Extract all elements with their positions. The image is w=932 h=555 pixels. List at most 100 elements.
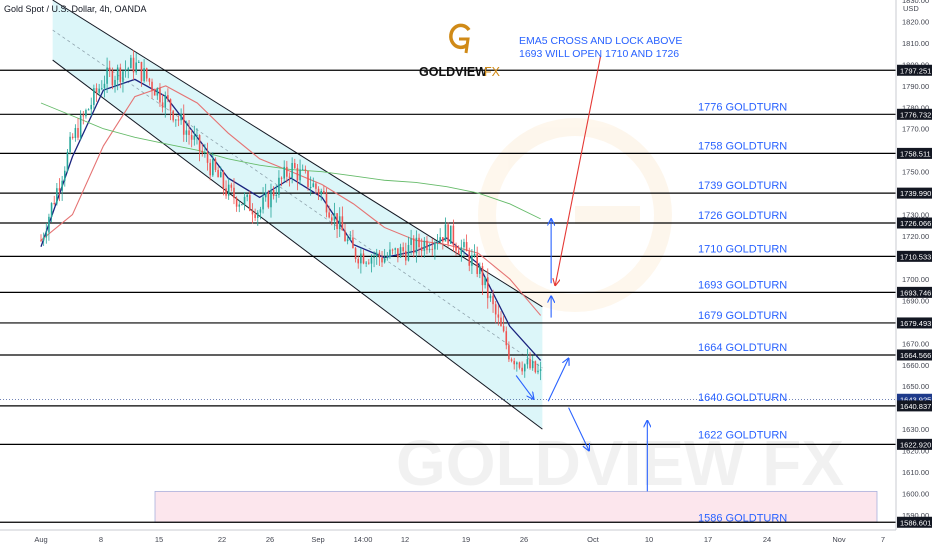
candle-body <box>497 314 500 318</box>
price-tag-bg-11 <box>897 438 932 450</box>
candle-body <box>82 115 85 117</box>
candle-body <box>201 150 204 153</box>
candle-body <box>50 203 53 217</box>
candle-body <box>455 245 457 251</box>
candle-body <box>278 177 280 195</box>
logo-text: GOLDVIEW <box>419 65 487 79</box>
candle-body <box>508 345 510 360</box>
candle-body <box>66 151 69 171</box>
candle-body <box>114 79 116 86</box>
candle-body <box>397 248 399 258</box>
candle-body <box>516 362 518 365</box>
candle-body <box>42 237 45 241</box>
candle-body <box>362 253 365 264</box>
candle-body <box>56 188 58 204</box>
projection-arrow-2 <box>568 407 589 451</box>
candle-body <box>513 360 515 365</box>
candle-body <box>185 130 188 135</box>
price-tag-bg-8 <box>897 349 932 361</box>
price-tick-label-13: 1730.00 <box>902 211 929 220</box>
candle-body <box>193 135 196 140</box>
candle-body <box>254 214 256 218</box>
candle-body <box>476 253 478 274</box>
candle-body <box>399 247 402 258</box>
candle-body <box>502 326 505 332</box>
price-tag-label-1: 1776.732 <box>900 110 931 119</box>
level-label-9: 1640 GOLDTURN <box>698 392 787 404</box>
candle-body <box>74 128 77 138</box>
candle-body <box>53 203 56 205</box>
candle-body <box>275 194 278 196</box>
candle-body <box>383 258 386 263</box>
candle-body <box>267 192 270 208</box>
candle-body <box>87 109 90 111</box>
candle-body <box>127 68 130 70</box>
candle-body <box>235 198 238 207</box>
watermark-text: GOLDVIEW FX <box>396 427 844 499</box>
candle-body <box>460 247 463 255</box>
candle-body <box>346 239 349 242</box>
candle-body <box>286 166 288 177</box>
candle-body <box>336 213 338 230</box>
channel-lower-line <box>52 59 543 430</box>
candle-body <box>436 241 439 243</box>
projection-arrows <box>515 55 647 492</box>
price-tags: 1797.251 1776.732 1758.511 1739.990 1726.066… <box>897 64 932 528</box>
price-tag-bg-5 <box>897 250 932 262</box>
candle-body <box>119 67 122 82</box>
candle-body <box>539 369 542 371</box>
time-tick-label-7: 12 <box>401 535 409 544</box>
candle-body <box>148 78 151 82</box>
candle-body <box>130 57 132 69</box>
candle-body <box>95 88 98 93</box>
candle-body <box>439 237 441 242</box>
price-tick-label-7: 1670.00 <box>902 339 929 348</box>
price-tag-label-4: 1726.066 <box>900 219 931 228</box>
price-tick-label-18: 1780.00 <box>902 103 929 112</box>
candle-body <box>373 256 375 258</box>
price-tag-bg-2 <box>897 147 932 159</box>
candle-body <box>111 71 114 86</box>
candle-body <box>116 67 119 80</box>
candle-body <box>280 177 283 179</box>
price-tag-label-2: 1758.511 <box>900 149 931 158</box>
price-tag-label-9: 1643.925 <box>900 395 931 404</box>
moving-averages <box>40 78 542 361</box>
candle-body <box>449 225 452 244</box>
candle-body <box>90 104 93 110</box>
candle-body <box>473 253 476 256</box>
candle-body <box>304 169 307 171</box>
candle-body <box>375 252 378 257</box>
candle-body <box>307 170 309 187</box>
price-tag-label-3: 1739.990 <box>900 189 931 198</box>
candle-body <box>344 230 346 242</box>
symbol-title: Gold Spot / U.S. Dollar, 4h, OANDA <box>4 4 147 14</box>
candle-body <box>230 184 233 188</box>
candle-body <box>64 170 66 181</box>
time-tick-label-9: 26 <box>520 535 528 544</box>
candle-body <box>426 240 428 251</box>
candle-body <box>48 216 50 233</box>
candle-body <box>529 359 531 369</box>
time-axis[interactable]: Aug 8 15 22 26 Sep 14:00 12 19 26 Oct 10 17 24 Nov 7 <box>34 535 885 544</box>
candle-body <box>365 262 367 264</box>
candle-body <box>156 88 159 96</box>
candle-body <box>256 212 259 218</box>
candle-body <box>338 216 341 230</box>
candle-body <box>489 295 492 299</box>
candle-body <box>98 88 100 93</box>
price-tag-bg-3 <box>897 187 932 199</box>
candle-body <box>492 295 494 305</box>
price-tag-bg-12 <box>897 516 932 528</box>
candle-body <box>412 238 415 254</box>
candle-body <box>222 171 225 189</box>
candle-body <box>531 361 534 369</box>
price-tick-label-10: 1700.00 <box>902 275 929 284</box>
candle-body <box>317 188 320 195</box>
candle-body <box>444 224 447 242</box>
price-tag-bg-6 <box>897 286 932 298</box>
candle-body <box>135 62 137 73</box>
time-tick-label-15: 7 <box>881 535 885 544</box>
